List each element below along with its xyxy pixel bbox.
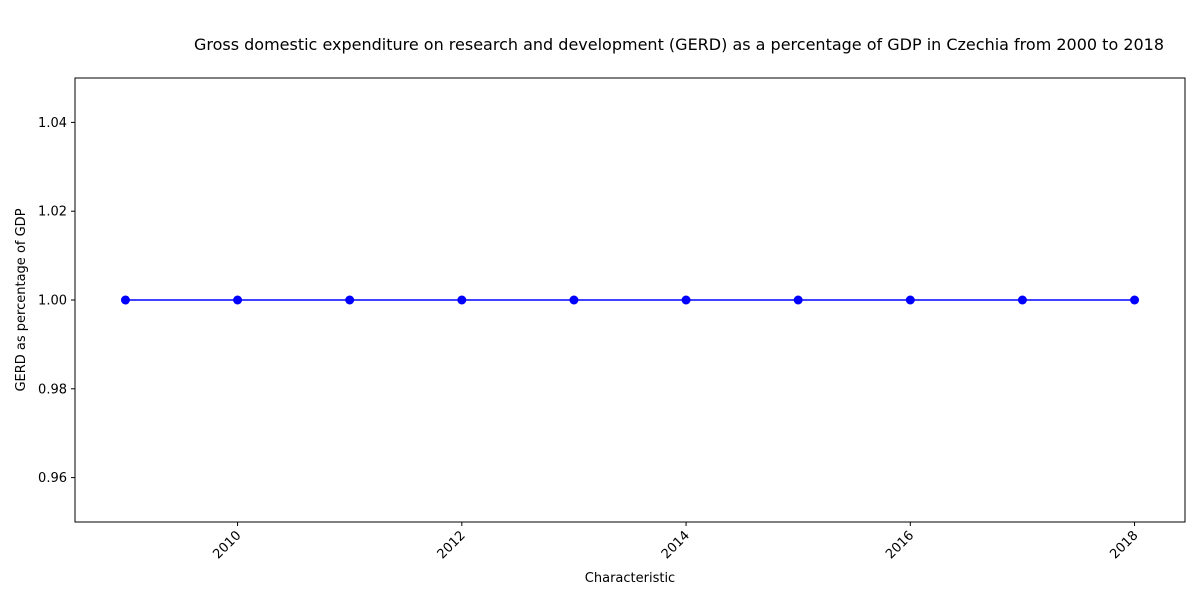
data-point bbox=[905, 295, 915, 305]
x-tick-label: 2014 bbox=[659, 528, 693, 562]
y-tick-label: 0.96 bbox=[38, 471, 67, 486]
y-tick-label: 1.00 bbox=[38, 294, 67, 309]
data-point bbox=[681, 295, 691, 305]
x-tick-label: 2018 bbox=[1107, 528, 1141, 562]
data-point bbox=[457, 295, 467, 305]
data-point bbox=[569, 295, 579, 305]
data-series bbox=[120, 295, 1140, 305]
x-axis-label: Characteristic bbox=[585, 571, 675, 586]
data-point bbox=[793, 295, 803, 305]
data-point bbox=[1130, 295, 1140, 305]
x-tick-label: 2016 bbox=[883, 528, 917, 562]
x-tick-label: 2012 bbox=[435, 528, 469, 562]
chart-title: Gross domestic expenditure on research a… bbox=[194, 35, 1164, 54]
data-point bbox=[345, 295, 355, 305]
y-axis-ticks: 0.96 0.98 1.00 1.02 1.04 bbox=[38, 116, 75, 486]
y-tick-label: 1.04 bbox=[38, 116, 67, 131]
data-point bbox=[1017, 295, 1027, 305]
y-tick-label: 1.02 bbox=[38, 205, 67, 220]
x-axis-ticks: 2010 2012 2014 2016 2018 bbox=[210, 522, 1141, 562]
data-point bbox=[233, 295, 243, 305]
y-tick-label: 0.98 bbox=[38, 382, 67, 397]
y-axis-label: GERD as percentage of GDP bbox=[14, 208, 29, 391]
data-point bbox=[120, 295, 130, 305]
x-tick-label: 2010 bbox=[210, 528, 244, 562]
